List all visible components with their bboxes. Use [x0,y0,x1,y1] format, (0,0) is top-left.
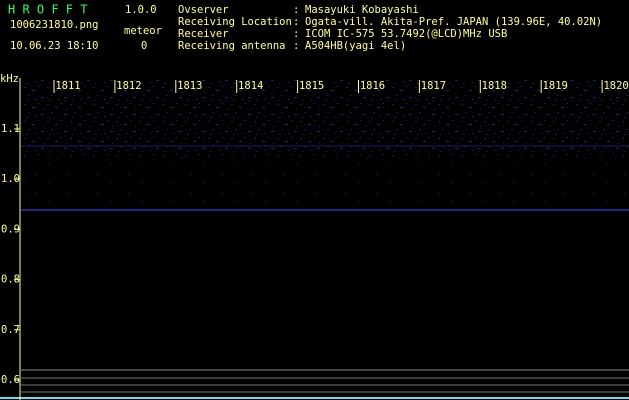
version: 1.0.0 [125,4,157,16]
info-label: Receiving antenna [178,40,285,52]
minute-label: 1816 [360,80,385,92]
minute-label: 1815 [299,80,324,92]
minute-label: 1818 [482,80,507,92]
unit-label: kHz [0,73,19,85]
file-name: 1006231810.png [10,19,99,31]
info-value: Masayuki Kobayashi [305,4,419,16]
minute-label: 1820 [603,80,628,92]
info-label: Receiving Location [178,16,292,28]
minute-label: 1811 [55,80,80,92]
spectrum-noise-faint [21,156,629,208]
app-name: H R O F F T [8,3,87,17]
minute-label: 1819 [543,80,568,92]
freq-label: 1.1 [1,123,20,135]
minute-label: 1813 [177,80,202,92]
info-label: Ovserver [178,4,229,16]
freq-label: 1.0 [1,173,20,185]
info-value: A504HB(yagi 4el) [305,40,406,52]
minute-label: 1812 [116,80,141,92]
minute-label: 1814 [238,80,263,92]
meteor-count: 0 [141,40,147,52]
info-value: ICOM IC-575 53.7492(@LCD)MHz USB [305,28,507,40]
spectrum-noise [21,80,629,156]
freq-label: 0.7 [1,324,20,336]
timestamp: 10.06.23 18:10 [10,40,99,52]
freq-label: 0.8 [1,274,20,286]
info-separator: : [293,28,299,40]
meteor-label: meteor [124,25,162,37]
freq-label: 0.9 [1,223,20,235]
freq-label: 0.6 [1,374,20,386]
minute-label: 1817 [421,80,446,92]
info-value: Ogata-vill. Akita-Pref. JAPAN (139.96E, … [305,16,602,28]
info-separator: : [293,16,299,28]
info-separator: : [293,40,299,52]
info-block: Ovserver: Masayuki Kobayashi Receiving Loc… [178,4,602,52]
info-separator: : [293,4,299,16]
axes: 1811 1812 1813 1814 1815 1816 1817 1818 1819 1820… [1,80,629,386]
info-label: Receiver [178,28,229,40]
